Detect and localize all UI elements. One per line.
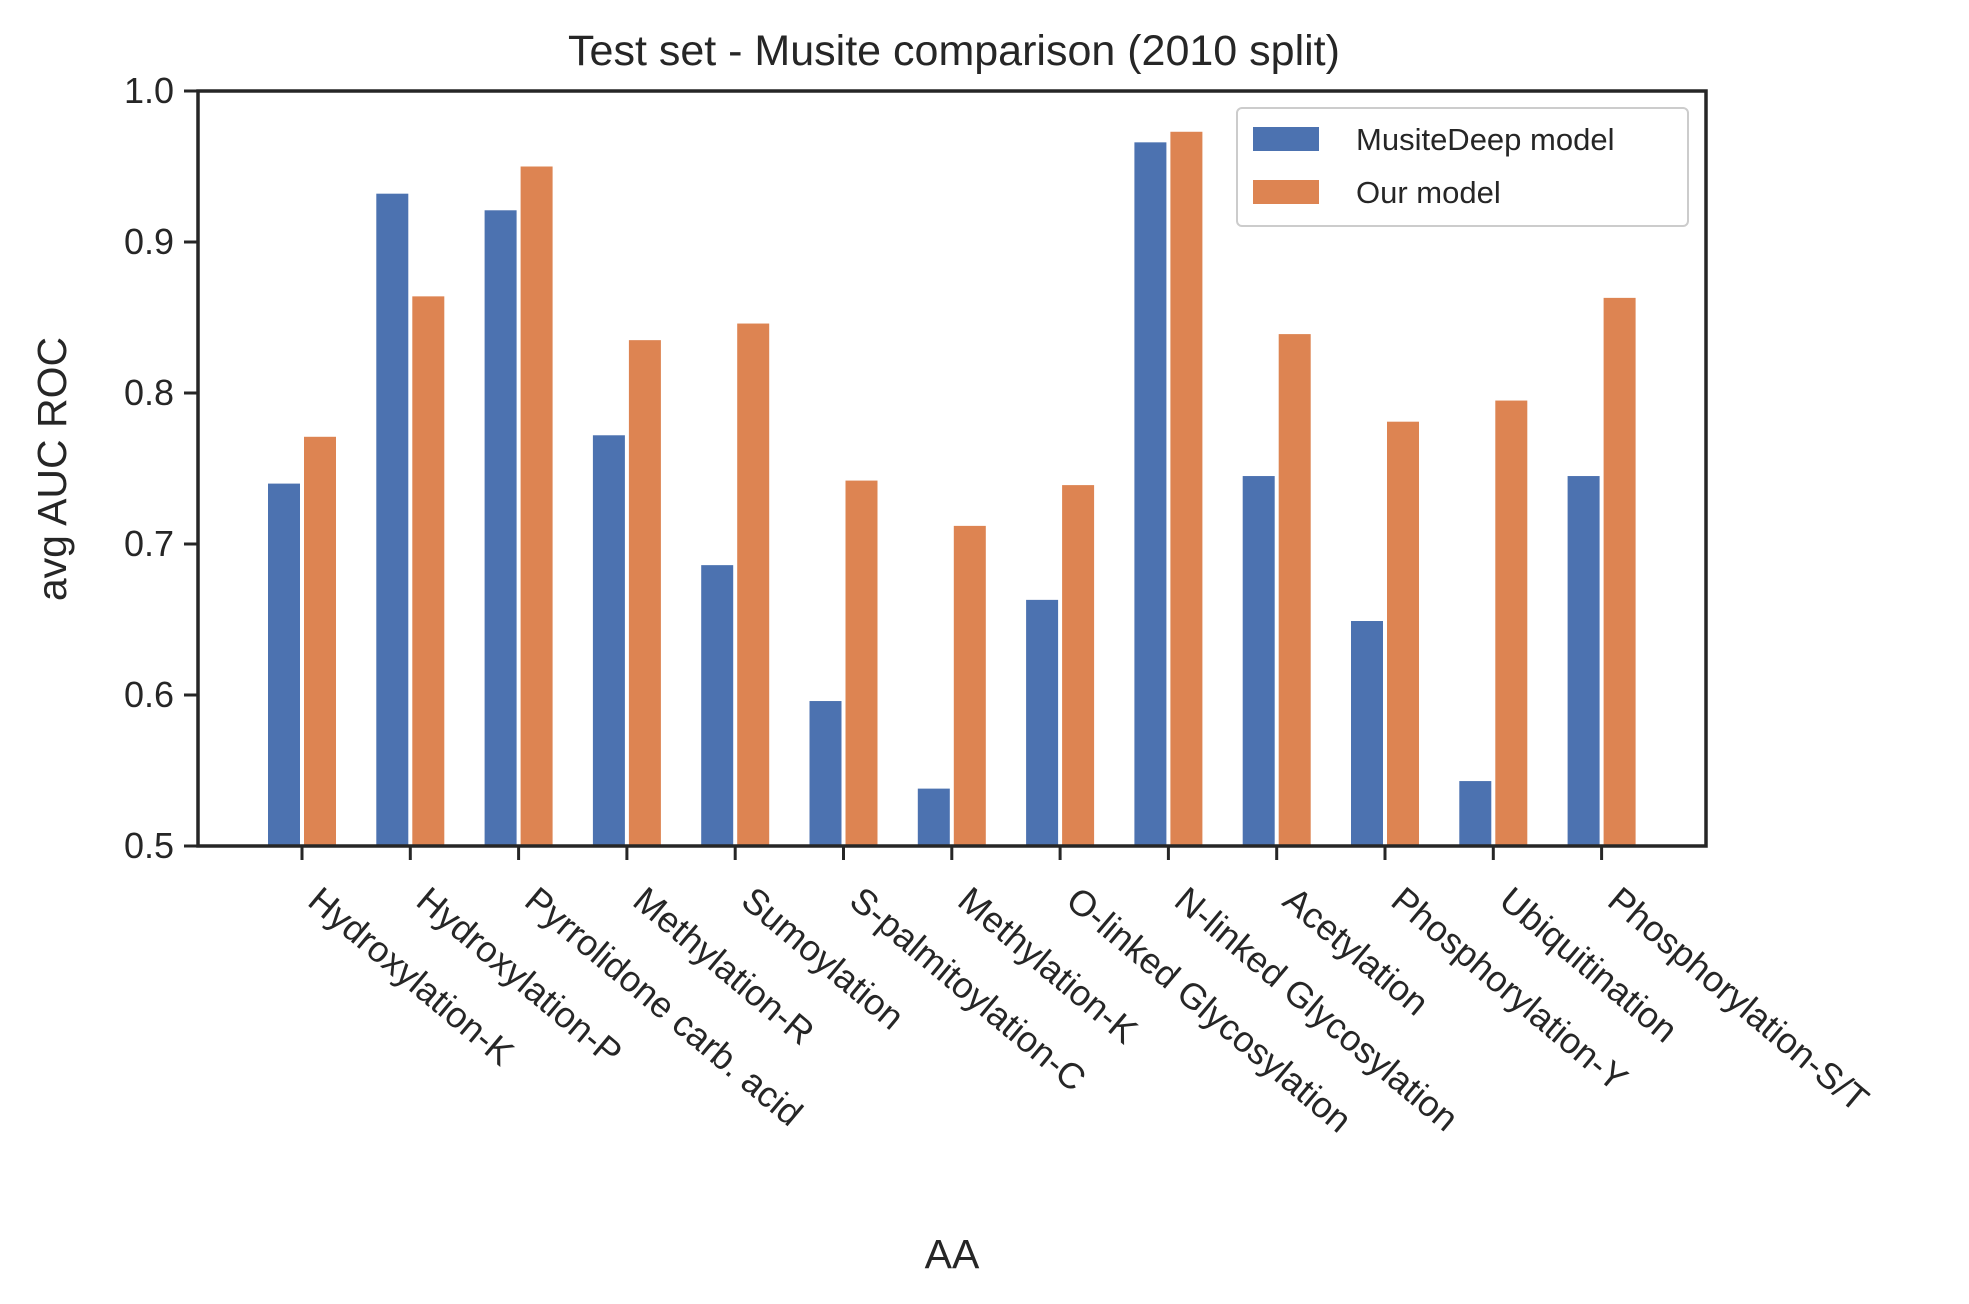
bar-our-model bbox=[1387, 421, 1419, 846]
legend-frame bbox=[1236, 107, 1689, 227]
plot-frame bbox=[196, 89, 1708, 848]
y-tick-label: 0.5 bbox=[124, 825, 174, 866]
x-axis-label: AA bbox=[925, 1231, 980, 1277]
bar-our-model bbox=[1278, 334, 1311, 846]
y-tick-label: 0.6 bbox=[124, 674, 174, 715]
bar-musitedeep bbox=[917, 788, 950, 846]
bar-our-model bbox=[1603, 297, 1636, 846]
bar-our-model bbox=[1495, 400, 1528, 846]
bars-group bbox=[268, 131, 1636, 847]
chart-title: Test set - Musite comparison (2010 split… bbox=[568, 27, 1340, 75]
y-tick-label: 0.9 bbox=[124, 221, 174, 262]
bar-our-model bbox=[953, 525, 986, 846]
bar-musitedeep bbox=[1134, 142, 1167, 847]
bar-musitedeep bbox=[268, 483, 300, 846]
bar-musitedeep bbox=[1242, 476, 1275, 846]
y-tick-label: 1.0 bbox=[124, 70, 174, 111]
bar-our-model bbox=[520, 166, 553, 846]
bar-musitedeep bbox=[809, 701, 842, 846]
bar-musitedeep bbox=[701, 565, 734, 846]
bar-our-model bbox=[304, 436, 336, 846]
y-tick-label: 0.7 bbox=[124, 523, 174, 564]
y-tick-label: 0.8 bbox=[124, 372, 174, 413]
bar-musitedeep bbox=[592, 435, 625, 846]
legend-swatch bbox=[1253, 180, 1319, 204]
y-axis: 0.5 0.6 0.7 0.8 0.9 1.0 bbox=[124, 70, 198, 866]
bar-our-model bbox=[628, 340, 661, 846]
bar-musitedeep bbox=[1026, 599, 1059, 846]
legend-swatch bbox=[1253, 127, 1319, 151]
legend: MusiteDeep model Our model bbox=[1236, 107, 1689, 227]
legend-label: MusiteDeep model bbox=[1356, 122, 1614, 157]
legend-label: Our model bbox=[1356, 175, 1501, 210]
bar-our-model bbox=[845, 480, 878, 846]
bar-our-model bbox=[412, 296, 445, 846]
bar-musitedeep bbox=[1459, 781, 1492, 846]
bar-musitedeep bbox=[376, 193, 409, 846]
bar-musitedeep bbox=[484, 210, 517, 847]
bar-our-model bbox=[737, 323, 770, 846]
bar-musitedeep bbox=[1351, 621, 1383, 846]
y-axis-label: avg AUC ROC bbox=[29, 337, 75, 601]
x-axis: Hydroxylation-KHydroxylation-PPyrrolidon… bbox=[300, 846, 1877, 1140]
bar-musitedeep bbox=[1567, 476, 1600, 846]
bar-our-model bbox=[1170, 131, 1203, 846]
bar-our-model bbox=[1062, 485, 1095, 846]
